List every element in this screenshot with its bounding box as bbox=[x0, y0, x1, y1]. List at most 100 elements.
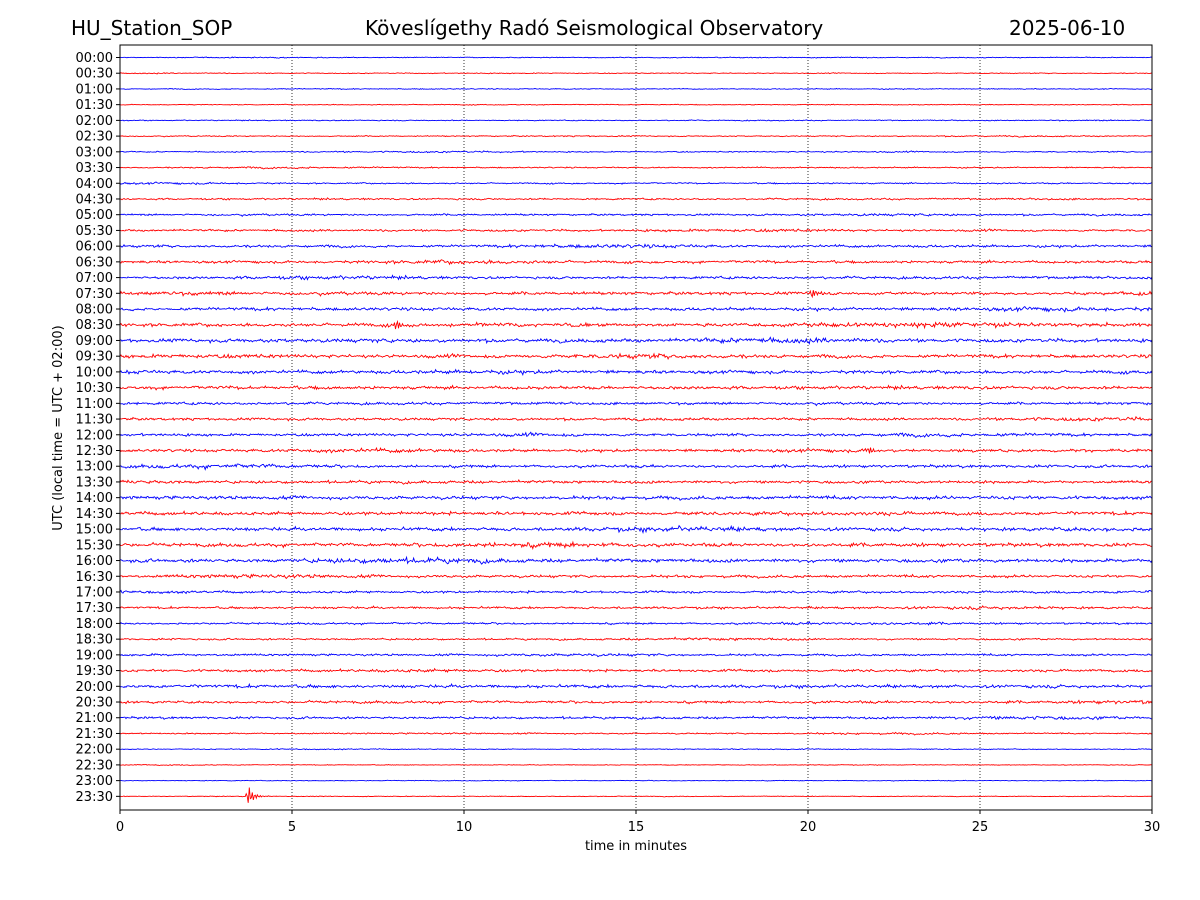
y-tick-label: 02:00 bbox=[76, 114, 113, 129]
x-axis-label: time in minutes bbox=[585, 839, 687, 854]
y-tick-label: 00:30 bbox=[76, 67, 113, 82]
trace-0430 bbox=[119, 197, 1153, 201]
station-label: HU_Station_SOP bbox=[71, 16, 233, 40]
trace-1430 bbox=[119, 509, 1153, 517]
trace-1000 bbox=[119, 368, 1153, 376]
trace-1030 bbox=[119, 384, 1153, 391]
x-tick-label: 5 bbox=[288, 820, 296, 835]
trace-0530 bbox=[119, 228, 1153, 233]
y-tick-labels: 00:0000:3001:0001:3002:0002:3003:0003:30… bbox=[76, 51, 120, 805]
trace-0830 bbox=[119, 319, 1153, 330]
y-tick-label: 11:30 bbox=[76, 413, 113, 428]
y-tick-label: 19:30 bbox=[76, 664, 113, 679]
trace-2200 bbox=[119, 748, 1153, 751]
y-tick-label: 20:30 bbox=[76, 696, 113, 711]
y-tick-label: 21:00 bbox=[76, 711, 113, 726]
y-tick-label: 17:30 bbox=[76, 601, 113, 616]
trace-0400 bbox=[119, 181, 1153, 186]
y-tick-label: 06:30 bbox=[76, 255, 113, 270]
y-axis-label: UTC (local time = UTC + 02:00) bbox=[51, 325, 66, 530]
y-tick-label: 00:00 bbox=[76, 51, 113, 66]
y-tick-label: 22:30 bbox=[76, 758, 113, 773]
y-tick-label: 01:00 bbox=[76, 82, 113, 97]
trace-0600 bbox=[119, 243, 1153, 249]
trace-0030 bbox=[119, 72, 1153, 75]
y-tick-label: 12:30 bbox=[76, 444, 113, 459]
trace-1800 bbox=[119, 620, 1153, 626]
y-tick-label: 15:30 bbox=[76, 538, 113, 553]
y-tick-label: 18:30 bbox=[76, 633, 113, 648]
x-tick-label: 30 bbox=[1144, 820, 1161, 835]
y-tick-label: 04:00 bbox=[76, 177, 113, 192]
trace-0930 bbox=[119, 352, 1153, 361]
trace-2300 bbox=[119, 779, 1153, 782]
y-tick-label: 22:00 bbox=[76, 743, 113, 758]
y-tick-label: 11:00 bbox=[76, 397, 113, 412]
y-tick-label: 05:00 bbox=[76, 208, 113, 223]
trace-0700 bbox=[119, 274, 1153, 281]
trace-2330 bbox=[119, 787, 1152, 803]
chart-title: Köveslígethy Radó Seismological Observat… bbox=[365, 16, 824, 40]
trace-1530 bbox=[119, 540, 1153, 551]
trace-0200 bbox=[119, 119, 1153, 122]
trace-1230 bbox=[119, 446, 1153, 454]
trace-1700 bbox=[119, 589, 1153, 595]
trace-1200 bbox=[119, 431, 1153, 438]
y-tick-label: 14:00 bbox=[76, 491, 113, 506]
y-tick-label: 10:30 bbox=[76, 381, 113, 396]
y-tick-label: 23:00 bbox=[76, 774, 113, 789]
trace-1630 bbox=[119, 573, 1153, 580]
y-tick-label: 13:00 bbox=[76, 460, 113, 475]
y-tick-label: 03:00 bbox=[76, 145, 113, 160]
trace-1400 bbox=[119, 494, 1153, 501]
trace-2130 bbox=[119, 731, 1153, 736]
trace-2000 bbox=[119, 682, 1153, 690]
trace-1500 bbox=[119, 524, 1153, 534]
y-tick-label: 02:30 bbox=[76, 130, 113, 145]
trace-2030 bbox=[119, 699, 1153, 705]
x-tick-label: 20 bbox=[800, 820, 817, 835]
y-tick-label: 15:00 bbox=[76, 523, 113, 538]
y-tick-label: 17:00 bbox=[76, 585, 113, 600]
y-tick-label: 13:30 bbox=[76, 475, 113, 490]
y-tick-label: 20:00 bbox=[76, 680, 113, 695]
y-tick-label: 08:00 bbox=[76, 303, 113, 318]
trace-0300 bbox=[119, 150, 1153, 154]
trace-0900 bbox=[119, 336, 1153, 345]
trace-1730 bbox=[119, 605, 1153, 611]
trace-1930 bbox=[119, 667, 1153, 673]
y-tick-label: 06:00 bbox=[76, 240, 113, 255]
y-tick-label: 03:30 bbox=[76, 161, 113, 176]
trace-1130 bbox=[119, 415, 1153, 423]
seismic-traces bbox=[119, 56, 1153, 803]
y-tick-label: 08:30 bbox=[76, 318, 113, 333]
x-tick-label: 15 bbox=[628, 820, 645, 835]
trace-0000 bbox=[119, 56, 1153, 59]
y-tick-label: 04:30 bbox=[76, 192, 113, 207]
y-tick-label: 10:00 bbox=[76, 365, 113, 380]
trace-0630 bbox=[119, 258, 1153, 266]
trace-0230 bbox=[119, 134, 1153, 138]
y-tick-label: 09:30 bbox=[76, 350, 113, 365]
trace-1330 bbox=[119, 479, 1153, 485]
trace-0330 bbox=[119, 166, 1153, 170]
trace-1600 bbox=[119, 555, 1153, 565]
trace-1830 bbox=[119, 636, 1153, 642]
x-tick-label: 0 bbox=[116, 820, 124, 835]
y-tick-label: 05:30 bbox=[76, 224, 113, 239]
y-tick-label: 16:30 bbox=[76, 570, 113, 585]
y-tick-label: 16:00 bbox=[76, 554, 113, 569]
trace-1100 bbox=[119, 401, 1153, 407]
y-tick-label: 21:30 bbox=[76, 727, 113, 742]
trace-1300 bbox=[119, 463, 1153, 471]
trace-0730 bbox=[119, 289, 1153, 299]
trace-2100 bbox=[119, 715, 1153, 721]
x-tick-label: 25 bbox=[972, 820, 989, 835]
y-tick-label: 07:00 bbox=[76, 271, 113, 286]
y-tick-label: 12:00 bbox=[76, 428, 113, 443]
trace-0130 bbox=[119, 103, 1153, 106]
trace-0800 bbox=[119, 306, 1153, 313]
y-tick-label: 09:00 bbox=[76, 334, 113, 349]
y-tick-label: 14:30 bbox=[76, 507, 113, 522]
